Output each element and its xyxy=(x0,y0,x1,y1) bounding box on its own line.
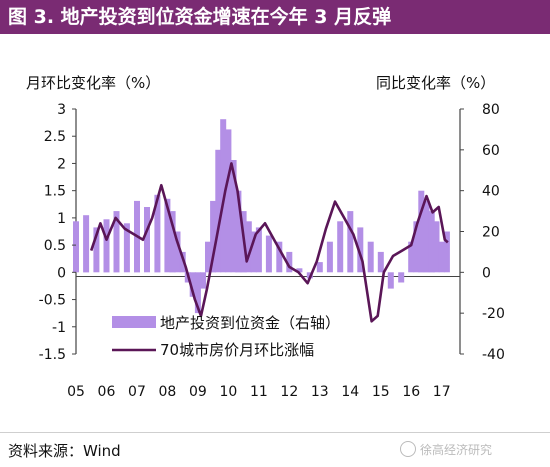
y-right-label: 同比变化率（%） xyxy=(376,74,495,92)
bar xyxy=(408,241,415,273)
footer-divider xyxy=(0,432,550,433)
y-left-label: 月环比变化率（%） xyxy=(26,74,160,92)
y-right-tick-label: 60 xyxy=(482,143,500,159)
x-tick-label: 16 xyxy=(402,384,420,400)
bar xyxy=(169,211,176,273)
watermark: 徐高经济研究 xyxy=(400,441,492,458)
bar xyxy=(377,251,384,273)
bar xyxy=(337,221,344,273)
bar xyxy=(123,223,130,273)
bar xyxy=(73,221,79,273)
bar xyxy=(205,241,211,273)
bar xyxy=(326,241,333,273)
y-left-tick-label: 1 xyxy=(57,211,66,227)
bar xyxy=(276,241,283,273)
y-left-tick-label: 0 xyxy=(57,265,66,281)
y-right-tick-label: 40 xyxy=(482,184,500,200)
y-left-ticks: 3 2.5 2 1.5 1 0.5 0 -0.5 -1 -1.5 xyxy=(39,102,76,363)
x-tick-label: 14 xyxy=(341,384,359,400)
y-left-tick-label: -0.5 xyxy=(39,293,66,309)
y-right-tick-label: 80 xyxy=(482,102,500,118)
bar xyxy=(83,215,90,273)
bar xyxy=(413,221,420,273)
y-left-tick-label: 3 xyxy=(57,102,66,118)
y-left-tick-label: 2.5 xyxy=(44,129,66,145)
bar xyxy=(245,221,252,273)
x-tick-label: 09 xyxy=(189,384,207,400)
bar xyxy=(235,190,242,273)
bar xyxy=(357,227,364,273)
bar xyxy=(189,272,196,297)
x-tick-label: 10 xyxy=(219,384,237,400)
y-right-tick-label: 0 xyxy=(482,265,491,281)
legend-bar-swatch xyxy=(112,316,156,328)
bar xyxy=(286,251,293,273)
wechat-icon xyxy=(400,441,416,457)
y-left-tick-label: -1.5 xyxy=(39,347,66,363)
bar xyxy=(250,231,257,273)
x-tick-label: 08 xyxy=(159,384,177,400)
bar xyxy=(200,272,207,289)
chart-svg: 月环比变化率（%） 同比变化率（%） 3 2.5 2 1.5 1 0.5 0 -0.5 -1 -1… xyxy=(26,74,505,400)
bar xyxy=(296,268,303,273)
x-tick-label: 06 xyxy=(98,384,116,400)
bar xyxy=(265,235,272,273)
x-tick-label: 15 xyxy=(372,384,390,400)
source-note: 资料来源：Wind xyxy=(8,442,121,460)
bar xyxy=(210,200,217,273)
y-left-tick-label: 0.5 xyxy=(44,238,66,254)
legend-line-label: 70城市房价月环比涨幅 xyxy=(160,341,314,359)
bar xyxy=(113,211,120,273)
y-left-tick-label: -1 xyxy=(52,320,66,336)
bar xyxy=(438,241,445,273)
price-line xyxy=(89,162,449,323)
bar xyxy=(255,227,262,273)
x-tick-label: 12 xyxy=(280,384,298,400)
bar xyxy=(230,160,237,273)
y-left-tick-label: 2 xyxy=(57,156,66,172)
bar xyxy=(423,200,430,273)
bar xyxy=(316,262,323,273)
x-tick-label: 13 xyxy=(311,384,329,400)
y-right-tick-label: -40 xyxy=(482,347,505,363)
x-ticks: 05 06 07 08 09 10 11 12 13 14 15 16 17 xyxy=(67,384,451,400)
y-left-tick-label: 1.5 xyxy=(44,184,66,200)
bar xyxy=(418,190,425,273)
bar xyxy=(443,231,450,273)
x-tick-label: 07 xyxy=(128,384,146,400)
bar xyxy=(194,272,201,314)
bar xyxy=(433,221,440,273)
y-right-ticks: 80 60 40 20 0 -20 -40 xyxy=(460,102,505,363)
bar xyxy=(398,272,405,283)
y-right-tick-label: 20 xyxy=(482,225,500,241)
bar xyxy=(179,251,186,273)
bar xyxy=(164,198,171,273)
x-tick-label: 05 xyxy=(67,384,85,400)
bar xyxy=(93,227,100,273)
bar-series xyxy=(73,119,450,314)
bar xyxy=(225,129,232,273)
bar xyxy=(154,194,161,273)
bar xyxy=(387,272,394,289)
y-right-tick-label: -20 xyxy=(482,306,505,322)
bar xyxy=(367,241,374,273)
bar xyxy=(103,219,110,273)
bar xyxy=(347,211,354,273)
watermark-text: 徐高经济研究 xyxy=(420,443,493,457)
x-tick-label: 17 xyxy=(433,384,451,400)
bar xyxy=(174,231,181,273)
legend: 地产投资到位资金（右轴） 70城市房价月环比涨幅 xyxy=(112,314,340,359)
legend-bar-label: 地产投资到位资金（右轴） xyxy=(160,314,340,332)
bar xyxy=(428,211,435,273)
bar xyxy=(215,149,222,273)
x-tick-label: 11 xyxy=(250,384,268,400)
bar xyxy=(144,207,150,273)
figure-title: 图 3. 地产投资到位资金增速在今年 3 月反弹 xyxy=(0,0,550,34)
